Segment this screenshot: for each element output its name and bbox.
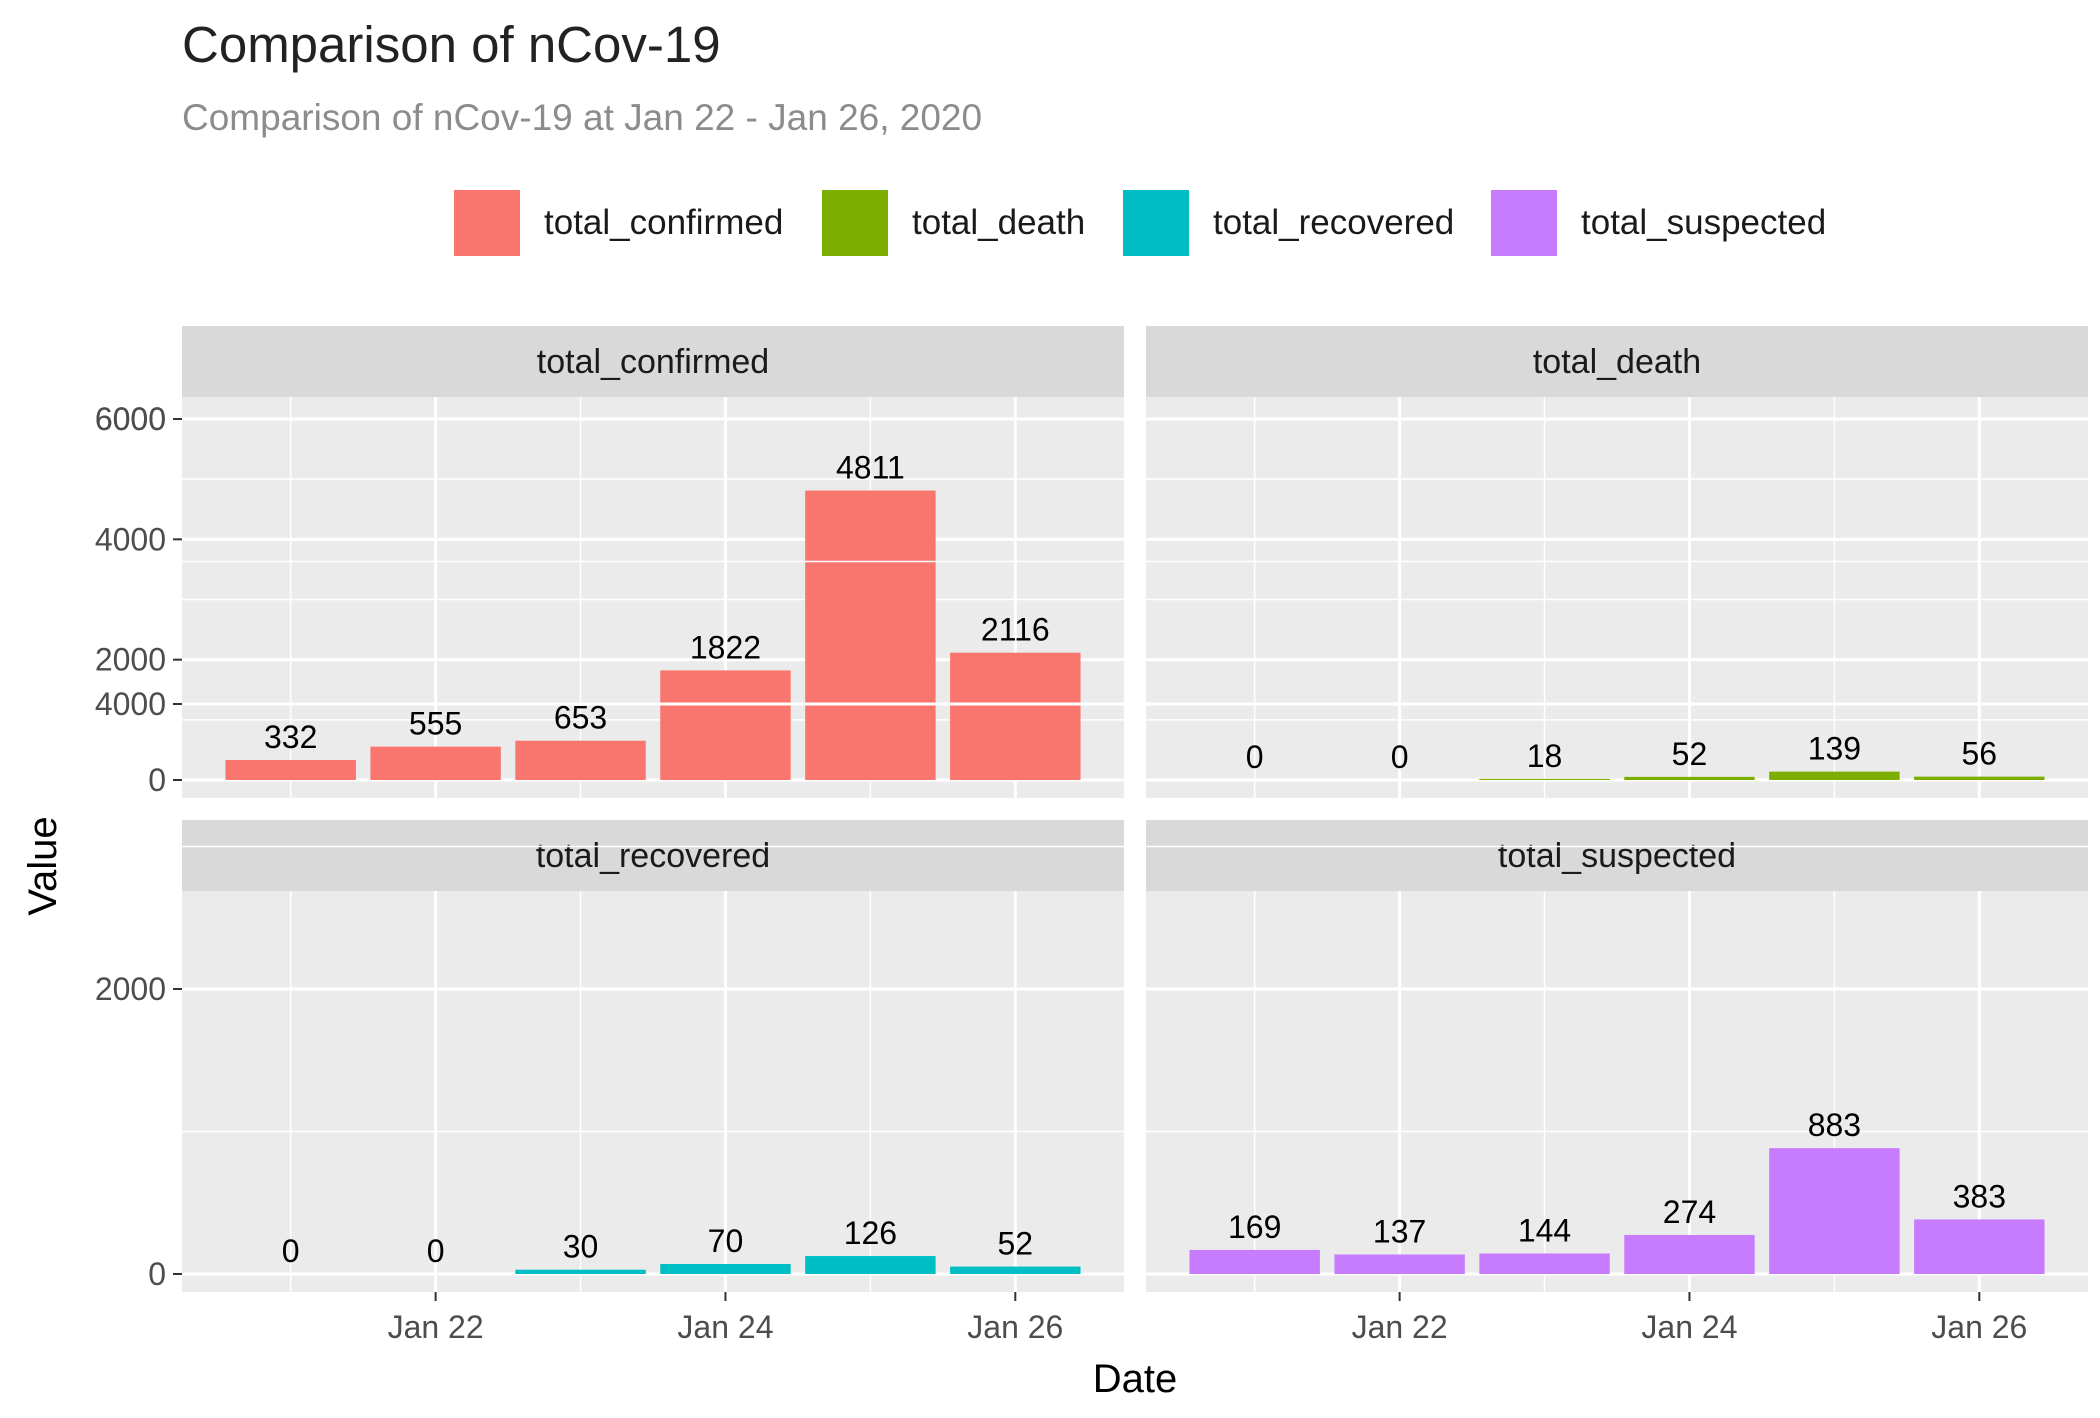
x-tick-label: Jan 24 [677,1309,773,1345]
data-label-total_confirmed: 653 [554,700,607,736]
legend-key-total_suspected [1491,190,1557,256]
data-label-total_recovered: 0 [282,1233,300,1269]
panel-total_recovered: total_recovered 0 2000 4000 6000 Jan 22 Jan 24… [95,401,1124,1345]
y-tick-label: 4000 [95,686,166,722]
bar-total_confirmed-2020-01-21 [225,760,356,780]
data-label-total_recovered: 126 [844,1215,897,1251]
legend-label-total_recovered: total_recovered [1213,203,1454,242]
bar-total_recovered-2020-01-24 [660,1264,791,1274]
panel-total_suspected: total_suspected Jan 22 Jan 24 Jan 26 169 137 1… [1146,417,2088,1345]
legend-key-total_death [822,190,888,256]
strip-label-total_suspected: total_suspected [1498,837,1736,875]
data-label-total_confirmed: 332 [264,719,317,755]
panel-total_death: total_death 0 0 18 52 139 56 [1146,326,2088,798]
data-label-total_recovered: 70 [708,1223,744,1259]
chart-title: Comparison of nCov-19 [182,16,721,73]
bar-total_suspected-2020-01-23 [1479,1253,1610,1274]
y-tick-label: 6000 [95,401,166,437]
y-tick-label: 0 [148,762,166,798]
bar-total_death-2020-01-25 [1769,771,1900,780]
x-tick-label: Jan 22 [1352,1309,1448,1345]
y-tick-label: 0 [148,1256,166,1292]
y-tick-label: 2000 [95,642,166,678]
bar-total_suspected-2020-01-26 [1914,1219,2045,1274]
data-label-total_recovered: 30 [563,1229,599,1265]
panel-total_confirmed: total_confirmed 0 2000 4000 6000 332 555 653 182… [95,326,1124,798]
bar-total_recovered-2020-01-26 [950,1266,1081,1274]
x-axis-title: Date [1093,1357,1178,1401]
data-label-total_death: 139 [1808,731,1861,767]
legend-label-total_death: total_death [912,203,1085,242]
bar-total_suspected-2020-01-25 [1769,1148,1900,1274]
legend-key-total_confirmed [454,190,520,256]
bar-total_death-2020-01-24 [1624,776,1755,780]
data-label-total_death: 56 [1962,736,1998,772]
y-tick-label: 6000 [95,401,166,437]
bar-total_suspected-2020-01-22 [1334,1254,1465,1274]
strip-label-total_recovered: total_recovered [536,837,770,875]
x-tick-label: Jan 26 [967,1309,1063,1345]
data-label-total_suspected: 383 [1953,1178,2006,1214]
data-label-total_suspected: 137 [1373,1213,1426,1249]
data-label-total_confirmed: 555 [409,706,462,742]
data-label-total_recovered: 52 [998,1226,1034,1262]
data-label-total_death: 0 [1391,739,1409,775]
data-label-total_recovered: 0 [427,1233,445,1269]
bar-total_death-2020-01-26 [1914,776,2045,780]
strip-total_suspected [1146,820,2088,891]
chart-subtitle: Comparison of nCov-19 at Jan 22 - Jan 26… [182,97,982,138]
strip-total_recovered [182,820,1124,891]
data-label-total_death: 0 [1246,739,1264,775]
bar-total_confirmed-2020-01-26 [950,652,1081,780]
legend-key-total_recovered [1123,190,1189,256]
bar-total_confirmed-2020-01-24 [660,670,791,780]
data-label-total_suspected: 144 [1518,1212,1571,1248]
strip-label-total_death: total_death [1533,343,1701,381]
bar-total_confirmed-2020-01-23 [515,740,646,780]
data-label-total_death: 18 [1527,738,1563,774]
data-label-total_death: 52 [1672,736,1708,772]
bar-total_suspected-2020-01-24 [1624,1234,1755,1274]
bar-total_death-2020-01-23 [1479,778,1610,780]
strip-label-total_confirmed: total_confirmed [537,343,769,381]
x-tick-label: Jan 26 [1931,1309,2027,1345]
y-axis-title: Value [21,816,65,915]
bar-total_suspected-2020-01-21 [1189,1249,1320,1274]
x-tick-label: Jan 24 [1641,1309,1737,1345]
strip-total_confirmed [182,326,1124,397]
data-label-total_confirmed: 2116 [981,612,1050,648]
legend-label-total_confirmed: total_confirmed [544,203,783,242]
x-tick-label: Jan 22 [388,1309,484,1345]
bar-total_confirmed-2020-01-22 [370,746,501,780]
panel-background [1146,397,2088,798]
data-label-total_suspected: 169 [1228,1209,1281,1245]
y-tick-label: 4000 [95,521,166,557]
data-label-total_confirmed: 4811 [836,450,905,486]
y-tick-label: 2000 [95,971,166,1007]
bar-total_confirmed-2020-01-25 [805,490,936,780]
panel-background [182,891,1124,1292]
data-label-total_suspected: 274 [1663,1194,1716,1230]
bar-total_recovered-2020-01-25 [805,1256,936,1274]
strip-total_death [1146,326,2088,397]
legend: total_confirmed total_death total_recovere… [454,190,1826,256]
data-label-total_confirmed: 1822 [690,629,761,665]
data-label-total_suspected: 883 [1808,1107,1861,1143]
legend-label-total_suspected: total_suspected [1581,203,1826,242]
bar-total_recovered-2020-01-23 [515,1269,646,1274]
